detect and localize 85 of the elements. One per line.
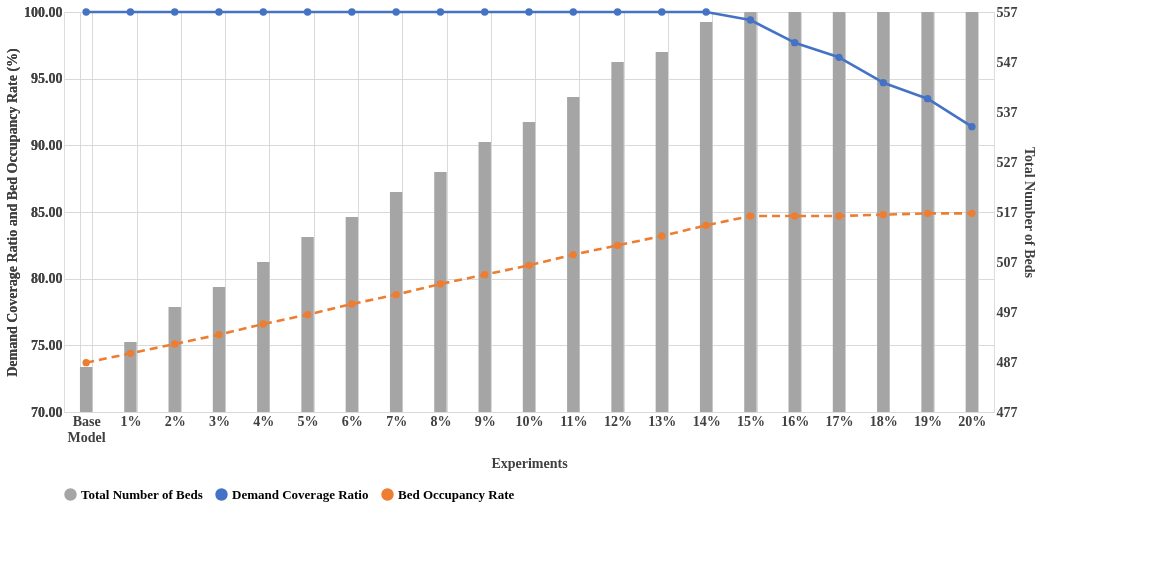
x-tick-label: 18%	[869, 413, 898, 429]
point	[835, 53, 843, 62]
x-tick-label: 4%	[253, 413, 275, 429]
point	[436, 8, 445, 16]
x-tick-label: Base Model	[67, 413, 106, 445]
point	[791, 38, 799, 47]
point	[348, 8, 356, 16]
point	[923, 94, 932, 103]
y-tick-label: 70.00	[31, 404, 63, 420]
x-tick-label: 2%	[164, 413, 186, 429]
y2-tick-label: 497	[996, 304, 1018, 320]
x-tick-label: 15%	[736, 413, 765, 429]
point	[259, 8, 267, 16]
point	[481, 270, 489, 279]
y2-tick-label: 487	[996, 354, 1018, 370]
y-tick-label: 80.00	[31, 271, 63, 287]
point	[392, 8, 400, 16]
y2-tick-label: 517	[996, 204, 1018, 220]
y2-tick-label: 537	[996, 104, 1018, 120]
point	[879, 210, 887, 219]
x-tick-label: 13%	[648, 413, 677, 429]
y2-axis-title: Total Number of Beds	[1021, 146, 1037, 279]
point	[303, 8, 312, 16]
point	[746, 16, 755, 24]
x-tick-label: 14%	[692, 413, 721, 429]
x-tick-label: 16%	[781, 413, 810, 429]
x-tick-label: 20%	[958, 413, 987, 429]
point	[126, 349, 135, 358]
point	[303, 310, 312, 319]
point	[481, 8, 489, 16]
point	[923, 209, 932, 218]
point	[613, 241, 622, 250]
point	[879, 78, 887, 87]
x-tick-label: 12%	[604, 413, 633, 429]
point	[171, 340, 179, 348]
point	[835, 212, 843, 220]
point	[215, 8, 223, 16]
x-tick-label: 5%	[297, 413, 319, 429]
point	[658, 8, 666, 16]
point	[82, 8, 90, 16]
point	[702, 8, 710, 16]
point	[259, 320, 267, 328]
y2-tick-label: 527	[996, 154, 1018, 170]
y-axis-title: Demand Coverage Ratio and Bed Occupancy Rate (%)	[5, 47, 21, 377]
x-axis-title: Experiments	[491, 455, 569, 471]
point	[171, 8, 179, 16]
x-tick-label: 17%	[825, 413, 854, 429]
point	[82, 358, 90, 367]
x-tick-label: 19%	[914, 413, 943, 429]
y2-tick-label: 477	[996, 404, 1018, 420]
point	[525, 8, 533, 16]
x-tick-label: 10%	[515, 413, 544, 429]
y-tick-label: 100.00	[24, 4, 63, 20]
point	[746, 212, 755, 220]
x-tick-label: 9%	[474, 413, 496, 429]
point	[215, 330, 223, 339]
x-tick-label: 3%	[209, 413, 230, 429]
y-tick-label: 90.00	[31, 137, 63, 153]
y2-tick-label: 547	[996, 54, 1018, 70]
point	[569, 250, 577, 259]
point	[791, 212, 799, 220]
x-tick-label: 1%	[120, 413, 142, 429]
x-tick-label: 6%	[341, 413, 363, 429]
point	[658, 232, 666, 240]
point	[968, 122, 976, 131]
point	[392, 290, 400, 299]
y-tick-label: 85.00	[31, 204, 63, 220]
point	[126, 8, 135, 16]
legend-label: Bed Occupancy Rate	[398, 486, 515, 502]
point	[569, 8, 577, 16]
x-tick-label: 7%	[386, 413, 408, 429]
y-tick-label: 95.00	[31, 71, 63, 87]
point	[436, 280, 445, 288]
legend-label: Demand Coverage Ratio	[232, 486, 369, 502]
y2-tick-label: 557	[996, 4, 1018, 20]
y-tick-label: 75.00	[31, 337, 63, 353]
point	[613, 8, 622, 16]
point	[525, 261, 533, 270]
legend-label: Total Number of Beds	[81, 486, 203, 502]
x-tick-label: 11%	[560, 413, 588, 429]
y2-tick-label: 507	[996, 254, 1018, 270]
point	[702, 221, 710, 230]
x-tick-label: 8%	[430, 413, 452, 429]
point	[348, 300, 356, 308]
point	[968, 209, 976, 218]
